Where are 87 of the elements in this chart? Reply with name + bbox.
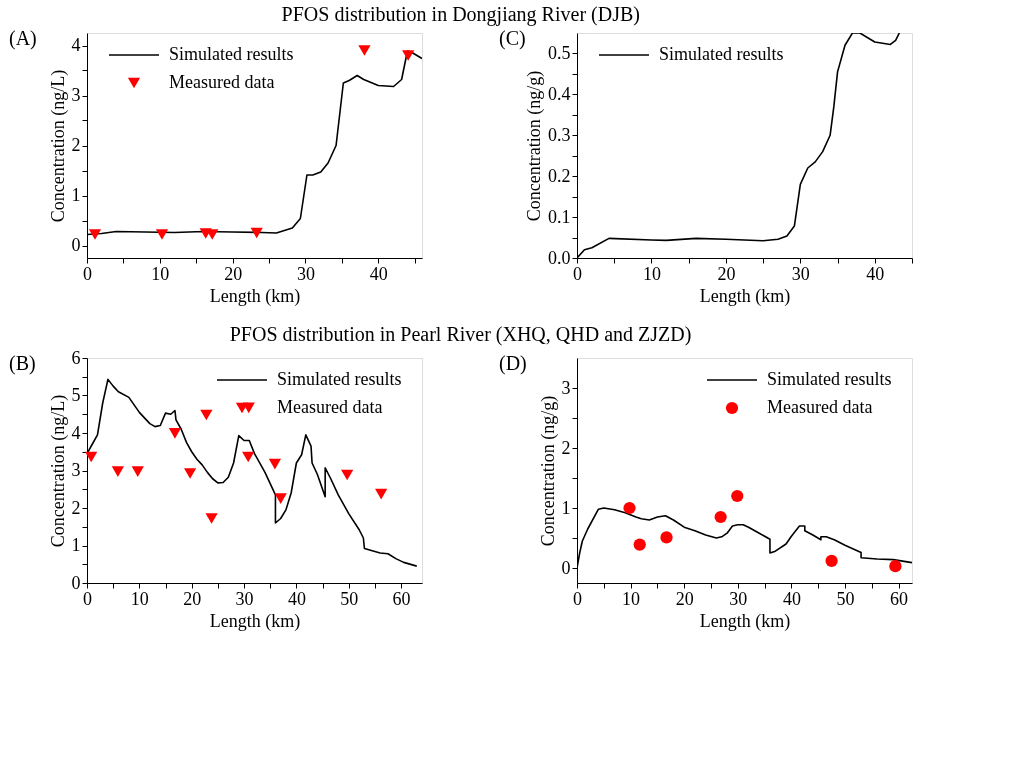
x-tick-label: 20 xyxy=(224,263,243,284)
point xyxy=(660,531,673,544)
y-tick-label: 0.3 xyxy=(548,124,571,145)
point xyxy=(111,466,125,477)
x-tick-label: 10 xyxy=(130,588,149,609)
y-tick-label: 0.0 xyxy=(548,247,571,268)
y-tick-label: 4 xyxy=(71,35,81,55)
x-tick-label: 30 xyxy=(235,588,254,609)
legend-label: Measured data xyxy=(277,397,383,417)
x-tick-label: 20 xyxy=(183,588,202,609)
text: (D) xyxy=(499,352,527,375)
x-tick-label: 40 xyxy=(369,263,388,284)
y-tick-label: 0.4 xyxy=(548,83,571,104)
chart-title: PFOS distribution in Pearl River (XHQ, QHD and ZJZD) xyxy=(229,322,692,346)
x-tick-label: 50 xyxy=(340,588,359,609)
x-axis-title: Length (km) xyxy=(699,285,791,307)
y-tick-label: 6 xyxy=(71,347,81,368)
y-tick-label: 0.5 xyxy=(548,42,571,63)
point xyxy=(731,489,744,503)
x-axis-title: Length (km) xyxy=(699,610,791,632)
x-tick-label: 10 xyxy=(622,588,641,609)
point xyxy=(714,510,727,524)
y-tick-label: 1 xyxy=(71,185,81,205)
text: (A) xyxy=(9,27,37,50)
x-tick-label: 50 xyxy=(836,588,855,609)
y-tick-label: 0.1 xyxy=(548,206,571,227)
legend-label: Simulated results xyxy=(169,44,294,64)
x-tick-label: 60 xyxy=(392,588,411,609)
x-tick-label: 20 xyxy=(717,263,736,284)
text: (B) xyxy=(9,352,36,375)
x-axis-title: Length (km) xyxy=(209,285,301,307)
point xyxy=(268,458,282,470)
x-axis-title: Length (km) xyxy=(209,610,301,632)
x-tick-label: 10 xyxy=(151,263,170,284)
y-tick-label: 3 xyxy=(71,85,81,105)
legend-label: Simulated results xyxy=(277,369,402,389)
point xyxy=(623,501,636,515)
y-axis-title: Concentration (ng/g) xyxy=(524,70,545,222)
x-tick-label: 30 xyxy=(791,263,810,284)
y-tick-label: 1 xyxy=(561,497,571,518)
y-tick-label: 2 xyxy=(71,497,81,518)
point xyxy=(402,50,415,61)
y-tick-label: 0 xyxy=(561,557,571,578)
x-tick-label: 40 xyxy=(866,263,885,284)
y-tick-label: 2 xyxy=(561,437,571,458)
point xyxy=(358,45,371,56)
y-tick-label: 1 xyxy=(71,535,81,555)
y-tick-label: 4 xyxy=(71,422,81,443)
point xyxy=(183,468,197,479)
y-tick-label: 0 xyxy=(71,572,81,593)
point xyxy=(88,229,102,240)
point xyxy=(168,428,182,439)
point xyxy=(205,513,218,524)
point xyxy=(633,538,646,551)
point xyxy=(274,493,287,504)
y-tick-label: 3 xyxy=(71,460,81,480)
y-axis-title: Concentration (ng/L) xyxy=(47,69,69,223)
point xyxy=(375,488,388,500)
legend-label: Simulated results xyxy=(659,44,784,64)
legend-label: Measured data xyxy=(767,397,873,417)
text: (C) xyxy=(499,27,526,50)
chart-title: PFOS distribution in Dongjiang River (DJB) xyxy=(281,2,640,26)
x-tick-label: 40 xyxy=(287,588,306,609)
point xyxy=(825,554,838,567)
x-tick-label: 60 xyxy=(890,588,909,609)
x-tick-label: 30 xyxy=(729,588,748,609)
x-tick-label: 20 xyxy=(675,588,694,609)
point xyxy=(155,229,169,240)
legend-label: Simulated results xyxy=(767,369,892,389)
y-tick-label: 3 xyxy=(561,377,571,398)
legend-label: Measured data xyxy=(169,72,275,92)
y-tick-label: 2 xyxy=(71,135,81,155)
point xyxy=(250,227,263,239)
point xyxy=(85,451,98,463)
x-tick-label: 10 xyxy=(642,263,661,284)
y-tick-label: 0 xyxy=(71,235,81,255)
y-axis-title: Concentration (ng/L) xyxy=(47,394,69,548)
y-axis-title: Concentration (ng/g) xyxy=(537,395,559,547)
point xyxy=(341,469,354,481)
point xyxy=(242,451,255,463)
x-tick-label: 30 xyxy=(296,263,315,284)
x-tick-label: 40 xyxy=(782,588,801,609)
point xyxy=(131,466,144,477)
y-tick-label: 5 xyxy=(71,385,81,405)
point xyxy=(889,560,902,573)
point xyxy=(200,409,213,421)
y-tick-label: 0.2 xyxy=(548,165,571,186)
